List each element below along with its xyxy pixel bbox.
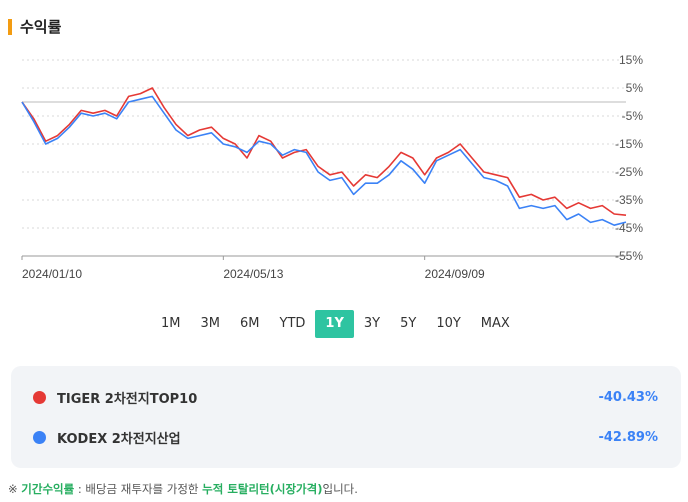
legend-value: -42.89% (598, 430, 658, 445)
tab-5y[interactable]: 5Y (400, 316, 417, 331)
period-tabs: 1M 3M 6M YTD 1Y 3Y 5Y 10Y MAX (151, 310, 520, 338)
return-chart: 15% 5% -5% -15% -25% -35% -45% -55% 2024/01/10 20… (21, 53, 644, 281)
legend-name: KODEX 2차전지산업 (57, 432, 181, 447)
legend-name: TIGER 2차전지TOP10 (57, 392, 198, 407)
legend-panel: TIGER 2차전지TOP10 -40.43% KODEX 2차전지산업 -42… (11, 366, 681, 468)
legend-value: -40.43% (598, 390, 658, 405)
footnote-term: 기간수익률 (21, 482, 75, 496)
y-tick-label: -55% (615, 249, 643, 263)
series-line-tiger (21, 87, 627, 216)
legend-item-tiger: TIGER 2차전지TOP10 -40.43% (33, 388, 658, 407)
footnote: ※ 기간수익률 : 배당금 재투자를 가정한 누적 토탈리턴(시장가격)입니다. (8, 481, 358, 497)
y-tick-label: 15% (619, 53, 643, 67)
y-tick-label: -5% (622, 109, 644, 123)
tab-3m[interactable]: 3M (200, 316, 221, 331)
y-tick-label: -25% (615, 165, 643, 179)
x-tick-label: 2024/05/13 (223, 267, 283, 281)
section-header: 수익률 (8, 16, 61, 37)
x-tick-label: 2024/01/10 (22, 267, 82, 281)
series-line-kodex (21, 95, 627, 226)
footnote-suffix: 입니다. (322, 482, 358, 496)
footnote-emphasis: 누적 토탈리턴(시장가격) (202, 482, 323, 496)
blue-dot-icon (33, 431, 46, 444)
y-tick-label: -15% (615, 137, 643, 151)
red-dot-icon (33, 391, 46, 404)
legend-item-kodex: KODEX 2차전지산업 -42.89% (33, 428, 658, 447)
section-title: 수익률 (20, 18, 62, 36)
tab-1m[interactable]: 1M (161, 316, 181, 331)
tab-ytd[interactable]: YTD (279, 316, 306, 331)
footnote-middle: : 배당금 재투자를 가정한 (74, 482, 203, 496)
tab-10y[interactable]: 10Y (436, 316, 461, 331)
title-accent-bar (8, 18, 12, 35)
x-tick-label: 2024/09/09 (425, 267, 485, 281)
tab-1y[interactable]: 1Y (315, 310, 354, 338)
tab-6m[interactable]: 6M (240, 316, 260, 331)
footnote-prefix: ※ (8, 482, 22, 496)
y-tick-label: -35% (615, 193, 643, 207)
y-tick-label: -45% (615, 221, 643, 235)
tab-max[interactable]: MAX (480, 316, 510, 331)
tab-3y[interactable]: 3Y (363, 316, 381, 331)
y-tick-label: 5% (626, 81, 644, 95)
